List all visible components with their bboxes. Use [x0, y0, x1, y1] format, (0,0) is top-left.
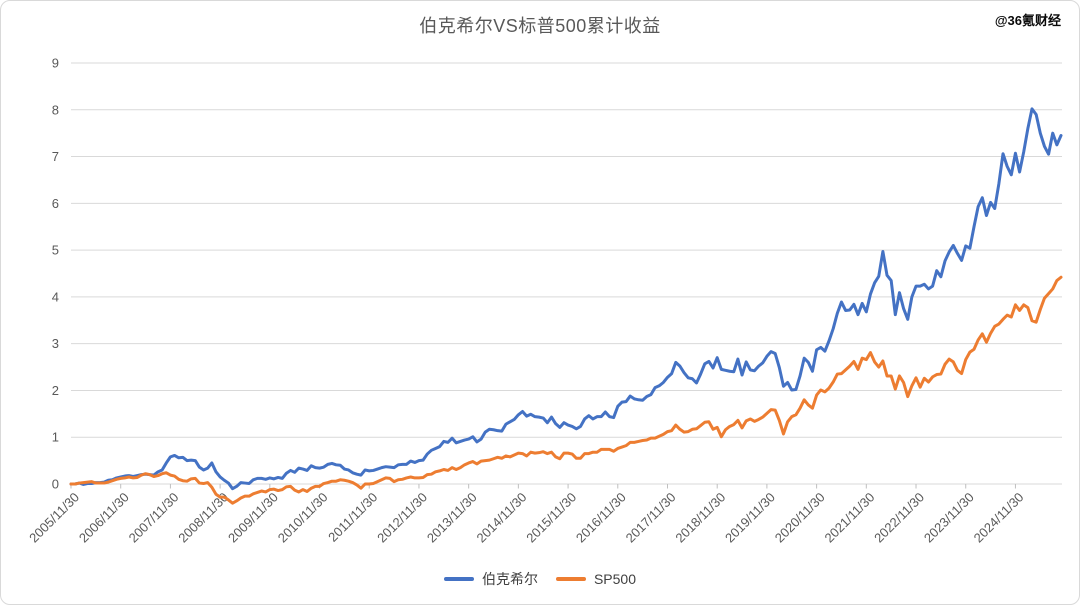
svg-text:2009/11/30: 2009/11/30 — [225, 490, 281, 546]
svg-text:2005/11/30: 2005/11/30 — [26, 490, 82, 546]
svg-text:2013/11/30: 2013/11/30 — [424, 490, 480, 546]
svg-text:2024/11/30: 2024/11/30 — [971, 490, 1027, 546]
legend-item-sp500[interactable]: SP500 — [555, 571, 637, 587]
svg-text:2014/11/30: 2014/11/30 — [474, 490, 530, 546]
svg-text:6: 6 — [52, 196, 59, 211]
svg-text:2007/11/30: 2007/11/30 — [126, 490, 182, 546]
svg-text:2017/11/30: 2017/11/30 — [623, 490, 679, 546]
svg-text:3: 3 — [52, 336, 59, 351]
watermark: @36氪财经 — [994, 13, 1061, 28]
svg-text:2010/11/30: 2010/11/30 — [275, 490, 331, 546]
svg-text:2015/11/30: 2015/11/30 — [523, 490, 579, 546]
x-axis-labels: 2005/11/302006/11/302007/11/302008/11/30… — [26, 490, 1026, 546]
svg-text:5: 5 — [52, 243, 59, 258]
chart-title: 伯克希尔VS标普500累计收益 — [419, 16, 661, 36]
svg-text:2023/11/30: 2023/11/30 — [921, 490, 977, 546]
svg-text:4: 4 — [52, 289, 59, 304]
svg-text:9: 9 — [52, 56, 59, 71]
legend-label-sp500: SP500 — [593, 571, 637, 587]
svg-text:0: 0 — [52, 477, 59, 492]
svg-text:2020/11/30: 2020/11/30 — [772, 490, 828, 546]
svg-text:2019/11/30: 2019/11/30 — [722, 490, 778, 546]
svg-text:2011/11/30: 2011/11/30 — [325, 490, 380, 545]
svg-text:2012/11/30: 2012/11/30 — [374, 490, 430, 546]
chart-legend: 伯克希尔 SP500 — [1, 569, 1079, 589]
svg-text:8: 8 — [52, 102, 59, 117]
legend-item-berkshire[interactable]: 伯克希尔 — [443, 569, 538, 589]
svg-text:1: 1 — [52, 430, 59, 445]
series-line-sp500 — [69, 275, 1063, 505]
y-axis-labels: 0 1 2 3 4 5 6 7 8 9 — [52, 56, 59, 492]
sp500-line-swatch — [555, 577, 586, 581]
svg-text:2: 2 — [52, 383, 59, 398]
series-line-berkshire — [69, 107, 1063, 491]
gridlines — [71, 62, 1062, 485]
legend-label-berkshire: 伯克希尔 — [481, 571, 538, 587]
svg-text:2021/11/30: 2021/11/30 — [821, 490, 877, 546]
svg-text:2018/11/30: 2018/11/30 — [672, 490, 728, 546]
berkshire-line-swatch — [443, 577, 474, 581]
svg-text:7: 7 — [52, 149, 59, 164]
svg-text:2006/11/30: 2006/11/30 — [76, 490, 132, 546]
svg-text:2022/11/30: 2022/11/30 — [871, 490, 927, 546]
svg-text:2016/11/30: 2016/11/30 — [573, 490, 629, 546]
